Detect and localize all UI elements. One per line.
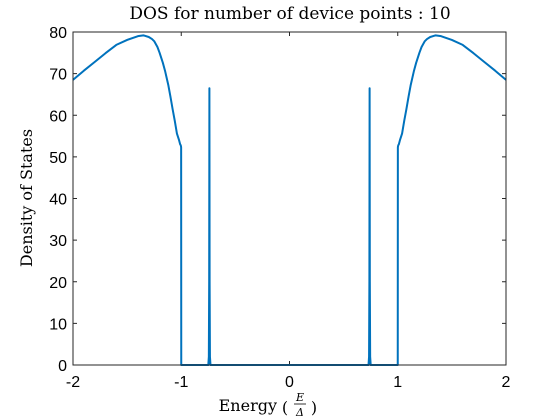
y-tick-label: 50 — [49, 150, 67, 167]
y-tick-label: 80 — [49, 25, 67, 42]
x-axis-label-open-paren: ( — [282, 398, 288, 417]
y-tick-label: 60 — [49, 108, 67, 125]
y-tick-label: 10 — [49, 316, 67, 333]
x-tick-label: 2 — [502, 374, 511, 391]
axis-frame — [72, 31, 507, 366]
x-axis-label-close-paren: ) — [311, 398, 317, 417]
y-axis-label: Density of States — [17, 129, 36, 267]
y-tick-label: 30 — [49, 233, 67, 250]
plot-area — [73, 32, 506, 365]
x-tick-label: 0 — [285, 374, 294, 391]
y-tick-label: 0 — [58, 358, 67, 375]
x-axis-label: Energy ( E Δ ) — [219, 391, 318, 419]
x-tick-label: 1 — [393, 374, 402, 391]
y-tick-label: 70 — [49, 67, 67, 84]
x-axis-label-denominator: Δ — [295, 406, 304, 419]
x-axis-label-numerator: E — [295, 391, 304, 404]
x-axis-label-text: Energy — [219, 396, 277, 415]
y-tick-label: 40 — [49, 192, 67, 209]
y-tick-label: 20 — [49, 275, 67, 292]
x-tick-label: -2 — [66, 374, 80, 391]
x-tick-label: -1 — [174, 374, 188, 391]
chart-title: DOS for number of device points : 10 — [129, 4, 450, 24]
